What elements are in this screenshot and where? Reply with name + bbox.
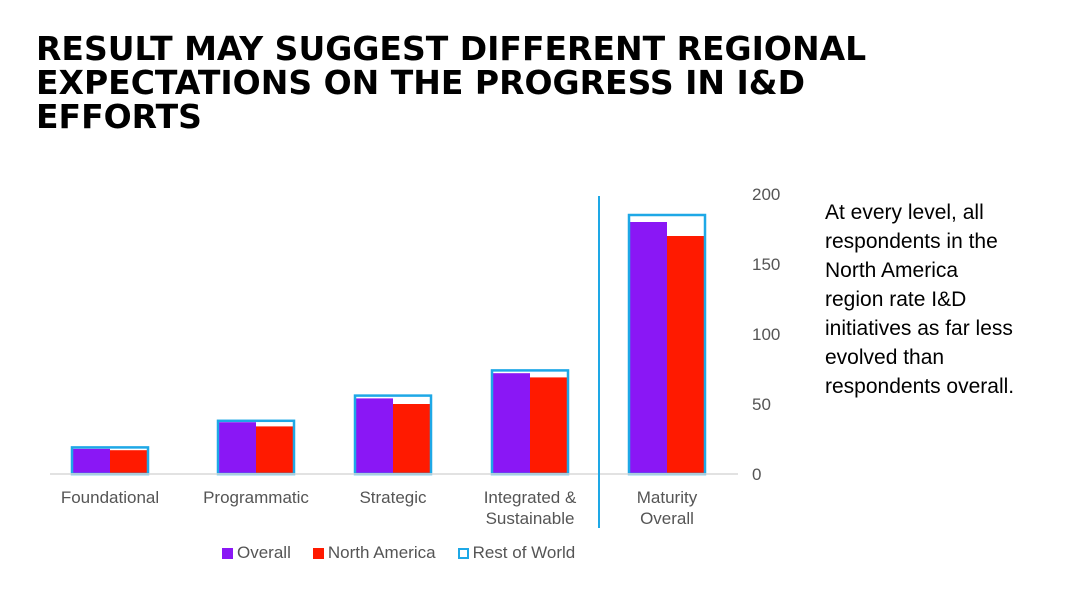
x-tick-label: Integrated & Sustainable xyxy=(484,488,577,528)
legend-item-overall: Overall xyxy=(222,543,291,563)
x-tick-label: Strategic xyxy=(359,488,427,507)
y-tick-label: 200 xyxy=(752,185,780,204)
x-tick-label: Programmatic xyxy=(203,488,309,507)
page-title: RESULT MAY SUGGEST DIFFERENT REGIONAL EX… xyxy=(36,32,1036,134)
bars-layer xyxy=(70,213,707,476)
y-tick-label: 50 xyxy=(752,395,771,414)
bar-north-america xyxy=(256,426,294,474)
bar-north-america xyxy=(667,236,705,474)
y-tick-label: 150 xyxy=(752,255,780,274)
bar-north-america xyxy=(530,377,568,474)
x-axis-labels: Foundational Programmatic Strategic Integra… xyxy=(61,488,698,528)
title-line: EFFORTS xyxy=(36,97,202,136)
annotation-line: respondents in the xyxy=(825,230,998,253)
annotation-text: At every level, all respondents in the N… xyxy=(825,198,1075,401)
bar-overall xyxy=(629,222,667,474)
annotation-line: North America xyxy=(825,259,959,282)
chart-legend: Overall North America Rest of World xyxy=(222,543,597,563)
y-tick-label: 0 xyxy=(752,465,761,484)
legend-label-rest-of-world: Rest of World xyxy=(472,543,576,562)
bar-overall xyxy=(492,373,530,474)
legend-item-north-america: North America xyxy=(312,543,436,563)
title-line: EXPECTATIONS ON THE PROGRESS IN I&D xyxy=(36,63,805,102)
y-axis-labels: 0 50 100 150 200 xyxy=(752,185,780,484)
legend-swatch-rest-of-world xyxy=(457,547,469,559)
annotation-line: initiatives as far less xyxy=(825,317,1013,340)
annotation-line: evolved than xyxy=(825,346,945,369)
x-tick-label: Maturity Overall xyxy=(637,488,698,528)
title-line: RESULT MAY SUGGEST DIFFERENT REGIONAL xyxy=(36,29,867,68)
y-tick-label: 100 xyxy=(752,325,780,344)
annotation-line: region rate I&D xyxy=(825,288,967,311)
bar-overall xyxy=(218,422,256,474)
bar-north-america xyxy=(393,404,431,474)
bar-overall xyxy=(355,398,393,474)
legend-swatch-overall xyxy=(222,547,233,559)
legend-label-overall: Overall xyxy=(237,543,291,562)
bar-overall xyxy=(72,448,110,474)
x-tick-label: Foundational xyxy=(61,488,159,507)
legend-item-rest-of-world: Rest of World xyxy=(457,543,576,563)
legend-label-north-america: North America xyxy=(327,543,436,562)
annotation-line: At every level, all xyxy=(825,201,984,224)
legend-swatch-north-america xyxy=(312,547,324,559)
bar-north-america xyxy=(110,450,148,474)
annotation-line: respondents overall. xyxy=(825,375,1015,398)
